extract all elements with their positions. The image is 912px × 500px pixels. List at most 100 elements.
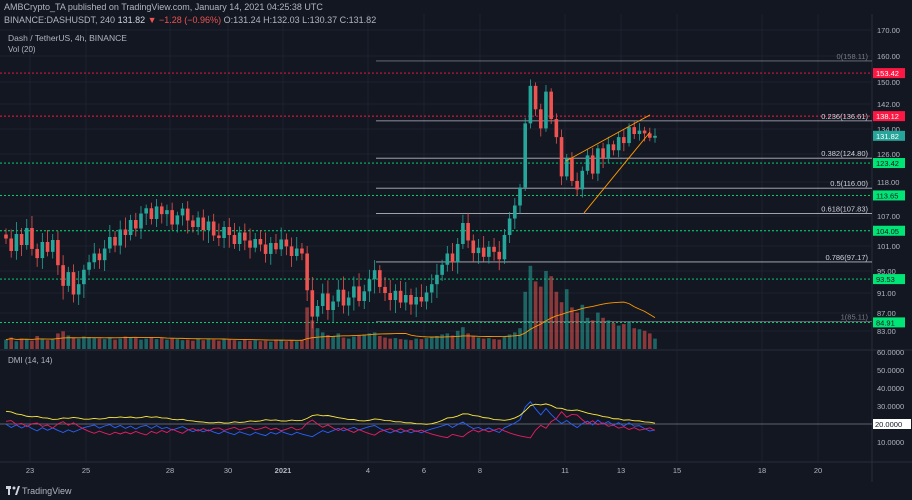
volume-bar xyxy=(134,338,138,349)
support-level-tag xyxy=(873,274,905,285)
candle-body xyxy=(211,221,216,236)
volume-bar xyxy=(518,328,522,349)
volume-bar xyxy=(513,332,517,349)
volume-bar xyxy=(341,337,346,349)
candle-body xyxy=(191,220,195,227)
candle-body xyxy=(243,232,247,241)
adx-line xyxy=(5,403,656,425)
price-tick-label: 87.00 xyxy=(877,309,896,318)
volume-bar xyxy=(284,341,289,349)
price-axis[interactable]: 170.00 160.00 150.00 142.00 134.00 126.00 118.… xyxy=(873,26,911,447)
volume-bar xyxy=(289,340,294,349)
candle-body xyxy=(300,248,304,254)
candle-body xyxy=(429,284,434,293)
volume-bar xyxy=(45,340,50,349)
horizontal-levels xyxy=(0,72,872,323)
volume-bar xyxy=(564,289,569,349)
candle-body xyxy=(611,144,616,151)
candle-body xyxy=(61,265,65,286)
volume-bar xyxy=(61,331,65,349)
volume-bar xyxy=(336,333,341,349)
candle-body xyxy=(336,289,341,302)
volume-bar xyxy=(118,338,123,349)
volume-bar xyxy=(4,339,8,349)
candle-body xyxy=(388,293,393,300)
candle-body xyxy=(606,144,611,159)
candle-body xyxy=(320,293,325,306)
candle-body xyxy=(648,133,652,138)
dmi-reference-tag xyxy=(873,419,911,429)
time-tick-label: 11 xyxy=(561,466,569,475)
volume-bar xyxy=(149,337,154,349)
last-price-label: 131.82 xyxy=(876,132,899,141)
candle-body xyxy=(149,208,154,219)
price-tick-label: 83.00 xyxy=(877,327,896,336)
candle-body xyxy=(222,227,226,238)
volume-bar xyxy=(82,336,86,349)
volume-bar xyxy=(653,338,657,349)
volume-bar xyxy=(538,286,543,349)
volume-bar xyxy=(185,339,190,349)
price-tick-label: 91.00 xyxy=(877,289,896,298)
candle-body xyxy=(108,237,112,249)
candle-body xyxy=(544,91,548,129)
candle-body xyxy=(139,213,143,229)
volume-bar xyxy=(92,338,97,349)
volume-bar xyxy=(237,341,242,349)
volume-bar xyxy=(409,340,413,349)
candle-body xyxy=(590,155,595,174)
volume-bar xyxy=(243,339,247,349)
dmi-tick-label: 10.0000 xyxy=(877,438,904,447)
candle-body xyxy=(554,119,559,138)
price-tick-label: 101.00 xyxy=(877,242,900,251)
support-level-tag xyxy=(873,190,905,201)
volume-bar xyxy=(622,324,626,349)
fib-level-label: 0.236(136.61) xyxy=(821,112,868,121)
candle-body xyxy=(50,240,55,252)
volume-bar xyxy=(466,333,470,349)
candle-body xyxy=(165,210,169,215)
volume-bar xyxy=(30,340,34,349)
candle-body xyxy=(201,217,206,230)
volume-bar xyxy=(357,335,361,349)
candle-body xyxy=(424,292,429,302)
volume-bar xyxy=(507,334,512,349)
volume-bar xyxy=(533,281,538,349)
support-level-tag xyxy=(873,158,905,169)
candle-body xyxy=(440,264,444,275)
candle-body xyxy=(263,244,268,254)
volume-bar xyxy=(632,328,637,349)
candle-body xyxy=(24,228,29,245)
volume-bar xyxy=(642,330,647,349)
candle-body xyxy=(326,293,330,310)
candle-body xyxy=(87,262,91,270)
price-tick-label: 160.00 xyxy=(877,52,900,61)
support-level-label: 123.42 xyxy=(876,159,899,168)
footer: TradingView xyxy=(0,482,912,500)
volume-bar xyxy=(372,332,377,349)
volume-bar xyxy=(585,317,590,349)
volume-bar xyxy=(263,340,268,349)
candle-body xyxy=(19,234,24,245)
volume-bar xyxy=(523,291,527,349)
volume-bar xyxy=(549,276,553,349)
candle-body xyxy=(513,205,517,219)
volume-bar xyxy=(300,339,304,349)
fib-level-label: 1(85.11) xyxy=(841,313,869,322)
candle-body xyxy=(294,248,299,256)
volume-bar xyxy=(113,339,117,349)
volume-bar xyxy=(476,337,481,349)
candle-body xyxy=(92,253,97,263)
candlesticks xyxy=(4,79,657,329)
time-tick-label: 15 xyxy=(673,466,681,475)
fib-level-label: 0(158.11) xyxy=(836,52,868,61)
candle-body xyxy=(403,295,408,303)
candle-body xyxy=(616,137,621,151)
volume-bar xyxy=(76,338,81,349)
candle-body xyxy=(398,290,403,303)
time-axis[interactable]: 23 25 28 30 2021 4 6 8 11 13 15 18 20 xyxy=(26,466,822,475)
candle-body xyxy=(414,297,418,305)
candle-body xyxy=(346,297,351,306)
volume-bar xyxy=(352,336,356,349)
